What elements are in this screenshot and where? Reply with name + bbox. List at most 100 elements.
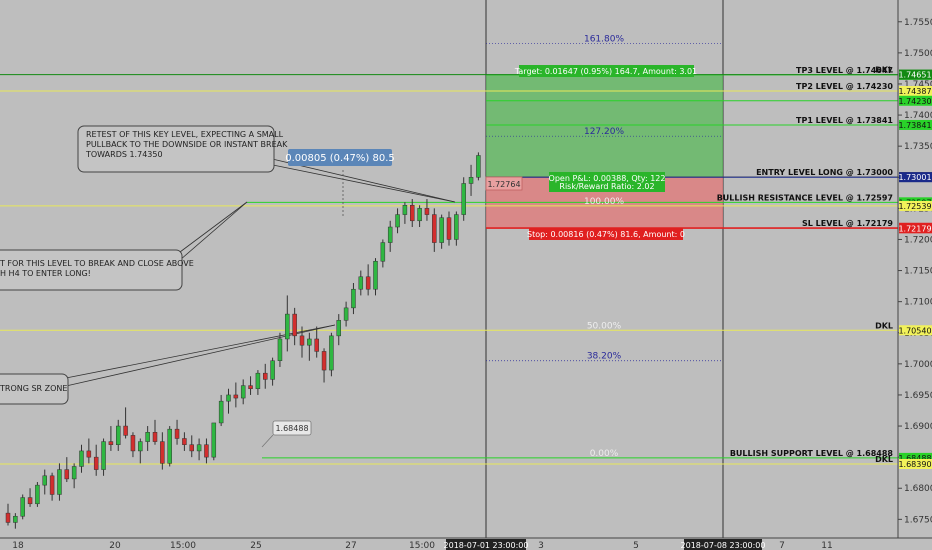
note2-connector: [179, 201, 248, 253]
candle-body-27: [204, 444, 209, 458]
price-tag-bg-12: [899, 452, 932, 463]
target-zone[interactable]: [486, 74, 723, 178]
candle-body-22: [167, 428, 172, 464]
price-tag-bg-8: [899, 200, 932, 211]
level-label-5: ENTRY LEVEL LONG @ 1.73000: [756, 168, 893, 177]
price-tick-7: 1.72000: [904, 235, 932, 245]
stop-label[interactable]: Stop: 0.00816 (0.47%) 81.6, Amount: 0: [527, 228, 685, 240]
note1-line3: TOWARDS 1.74350: [85, 150, 163, 159]
target-label[interactable]: Target: 0.01647 (0.95%) 164.7, Amount: 3…: [514, 65, 697, 77]
price-tag-bg-10: [899, 223, 932, 234]
price-tag-text-1: 1.74651: [898, 71, 931, 80]
candle-body-23: [174, 428, 180, 439]
candle-body-37: [277, 338, 283, 361]
candle-body-26: [196, 444, 202, 452]
candle-body-38: [285, 313, 290, 340]
candle-body-14: [108, 441, 114, 445]
note-sr-zone[interactable]: TRONG SR ZONE: [0, 373, 69, 405]
time-axis[interactable]: 18 20 15:00 25 27 15:00 3 5 7 11 2018-07…: [0, 537, 932, 550]
price-tag-text-4: 1.73841: [898, 121, 931, 130]
candle-body-16: [123, 425, 128, 436]
level-label-7: BULLISH RESISTANCE LEVEL @ 1.72597: [717, 193, 893, 202]
price-tag-bg-2: [899, 85, 932, 96]
target-text: Target: 0.01647 (0.95%) 164.7, Amount: 3…: [514, 67, 697, 76]
candle-body-6: [49, 475, 55, 495]
candle-body-36: [270, 360, 275, 380]
price-tag-text-2: 1.74387: [898, 87, 931, 96]
price-tag-bg-11: [899, 325, 932, 336]
candle-body-56: [417, 208, 422, 222]
note2-line2: H H4 TO ENTER LONG!: [0, 269, 91, 278]
pnl-label[interactable]: Open P&L: 0.00388, Qty: 122 Risk/Reward …: [549, 172, 666, 192]
time-tick-18: 18: [12, 541, 24, 550]
candle-body-57: [424, 208, 430, 215]
candle-body-48: [358, 276, 364, 290]
candle-body-28: [211, 422, 217, 458]
price-tick-1: 1.75000: [904, 49, 932, 59]
price-tag-bg-13: [899, 458, 932, 469]
price-tag-text-13: 1.68390: [898, 460, 931, 469]
candle-body-50: [373, 260, 378, 290]
price-tick-12: 1.69500: [904, 391, 932, 401]
price-tag-bg-1: [899, 69, 932, 80]
price-tag-text-12: 1.68488: [898, 454, 931, 463]
price-tick-16: 1.67500: [904, 515, 932, 525]
candle-body-49: [365, 276, 371, 290]
candle-body-2: [20, 497, 25, 517]
candle-body-51: [380, 242, 386, 262]
candle-body-43: [321, 351, 327, 371]
pnl-line1: Open P&L: 0.00388, Qty: 122: [549, 174, 666, 183]
price-tag-text-11: 1.70540: [898, 326, 931, 335]
note1-connector-2: [267, 163, 456, 203]
candle-body-46: [343, 307, 349, 321]
candle-body-30: [226, 394, 231, 402]
price-tick-15: 1.68000: [904, 484, 932, 494]
note3-line1: TRONG SR ZONE: [0, 384, 67, 393]
note2-connector-2: [179, 201, 248, 261]
level-label-0: TP3 LEVEL @ 1.74647: [796, 66, 893, 75]
candle-body-35: [263, 372, 268, 380]
note-retest[interactable]: RETEST OF THIS KEY LEVEL, EXPECTING A SM…: [77, 125, 288, 173]
price-tag-bg-6: [899, 172, 932, 183]
candle-body-10: [79, 450, 84, 467]
candle-body-17: [130, 435, 136, 452]
entry-price-tag[interactable]: 1.72764: [485, 176, 523, 191]
time-tick-25: 25: [250, 541, 261, 550]
note3-connector-2: [65, 324, 336, 387]
fib-labels: 161.80% 127.20% 100.00% 50.00% 38.20% 0.00%: [486, 35, 723, 459]
price-tick-3: 1.74000: [904, 111, 932, 121]
candle-body-29: [218, 400, 224, 424]
support-price-tag[interactable]: 1.68488: [261, 420, 312, 448]
candle-body-20: [152, 432, 158, 442]
candle-body-24: [182, 438, 187, 445]
price-axis[interactable]: 1.75500 1.75000 1.74500 1.74000 1.73500 1.730…: [897, 0, 932, 538]
time-highlight-1: 2018-07-01 23:00:00: [444, 541, 529, 550]
fib-label-2: 100.00%: [584, 197, 624, 207]
stop-text: Stop: 0.00816 (0.47%) 81.6, Amount: 0: [527, 230, 685, 239]
note2-line1: T FOR THIS LEVEL TO BREAK AND CLOSE ABOV…: [0, 259, 194, 268]
candle-body-11: [86, 450, 92, 458]
price-tick-13: 1.69000: [904, 422, 932, 432]
time-tick-1500b: 15:00: [409, 541, 435, 550]
time-tick-3: 3: [538, 541, 544, 550]
candle-body-12: [93, 456, 99, 470]
candle-body-15: [116, 425, 121, 445]
price-tag-text-6: 1.73001: [898, 173, 931, 182]
candle-body-41: [307, 338, 312, 346]
candle-body-40: [299, 335, 305, 346]
note-break-close[interactable]: T FOR THIS LEVEL TO BREAK AND CLOSE ABOV…: [0, 249, 194, 291]
price-tag-text-3: 1.74230: [898, 97, 931, 106]
measure-label[interactable]: 0.00805 (0.47%) 80.5: [285, 149, 395, 166]
price-tick-0: 1.75500: [904, 18, 932, 28]
time-tick-1500a: 15:00: [170, 541, 196, 550]
price-tick-11: 1.70000: [904, 360, 932, 370]
price-tag-bg-4: [899, 119, 932, 130]
candle-body-39: [292, 313, 297, 337]
candle-body-53: [395, 214, 400, 228]
price-tick-8: 1.71500: [904, 267, 932, 277]
candle-body-42: [314, 338, 319, 352]
price-tick-9: 1.71000: [904, 298, 932, 308]
level-label-4: TP1 LEVEL @ 1.73841: [796, 116, 893, 125]
candle-body-61: [454, 214, 459, 240]
